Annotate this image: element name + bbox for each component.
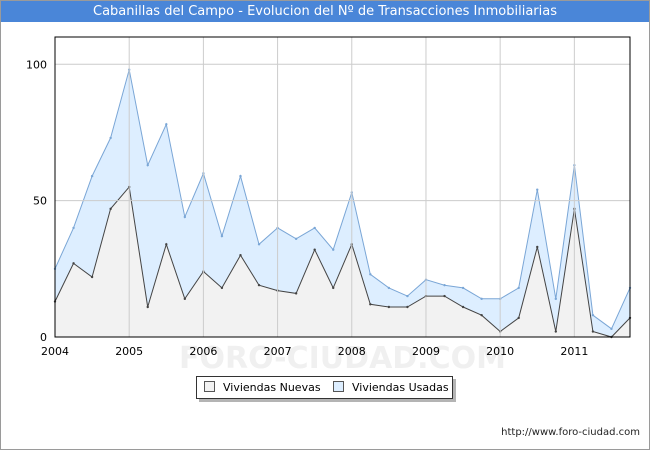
point-viviendas-nuevas [220, 286, 224, 290]
point-viviendas-nuevas [369, 303, 372, 306]
point-viviendas-nuevas [165, 243, 168, 246]
legend-label-nuevas: Viviendas Nuevas [223, 381, 321, 394]
point-viviendas-nuevas [443, 294, 446, 298]
y-tick-label: 50 [33, 195, 47, 208]
point-viviendas-usadas [406, 294, 409, 298]
point-viviendas-nuevas [183, 297, 187, 301]
x-tick-label: 2009 [412, 345, 440, 358]
point-viviendas-usadas [183, 215, 187, 219]
area-viviendas-nuevas [55, 187, 630, 337]
point-viviendas-nuevas [387, 305, 391, 309]
point-viviendas-usadas [517, 286, 520, 290]
point-viviendas-usadas [536, 188, 539, 191]
x-tick-label: 2004 [41, 345, 69, 358]
chart-legend: Viviendas Nuevas Viviendas Usadas [196, 376, 453, 399]
legend-item-usadas: Viviendas Usadas [333, 377, 449, 398]
legend-swatch-usadas [333, 381, 344, 392]
point-viviendas-usadas [461, 286, 465, 290]
point-viviendas-usadas [146, 163, 149, 167]
point-viviendas-usadas [294, 237, 298, 241]
point-viviendas-usadas [165, 123, 168, 126]
point-viviendas-usadas [387, 286, 391, 290]
plot-border [54, 36, 631, 338]
legend-swatch-nuevas [204, 381, 215, 392]
point-viviendas-usadas [554, 297, 558, 301]
point-viviendas-nuevas [146, 305, 149, 309]
point-viviendas-nuevas [591, 330, 595, 333]
x-tick-label: 2006 [189, 345, 217, 358]
point-viviendas-usadas [369, 273, 372, 276]
point-viviendas-usadas [443, 283, 446, 287]
point-viviendas-usadas [239, 174, 242, 178]
x-tick-label: 2007 [264, 345, 292, 358]
area-viviendas-usadas [55, 69, 630, 337]
legend-label-usadas: Viviendas Usadas [352, 381, 449, 394]
point-viviendas-nuevas [313, 248, 316, 251]
point-viviendas-nuevas [332, 286, 335, 290]
x-tick-label: 2005 [115, 345, 143, 358]
point-viviendas-usadas [591, 313, 595, 317]
point-viviendas-nuevas [554, 330, 558, 333]
point-viviendas-nuevas [461, 305, 465, 309]
point-viviendas-nuevas [480, 313, 483, 317]
chart-title: Cabanillas del Campo - Evolucion del Nº … [1, 1, 649, 22]
point-viviendas-nuevas [257, 283, 261, 287]
point-viviendas-usadas [332, 248, 335, 251]
point-viviendas-usadas [220, 234, 224, 238]
point-viviendas-nuevas [294, 292, 298, 295]
point-viviendas-usadas [480, 297, 483, 301]
line-viviendas-nuevas [54, 185, 631, 338]
point-viviendas-nuevas [109, 207, 112, 211]
point-viviendas-nuevas [239, 253, 242, 257]
line-viviendas-usadas [54, 69, 631, 330]
x-tick-label: 2010 [486, 345, 514, 358]
point-viviendas-usadas [257, 243, 261, 246]
point-viviendas-nuevas [406, 305, 409, 309]
legend-item-nuevas: Viviendas Nuevas [204, 377, 321, 398]
point-viviendas-usadas [109, 136, 112, 140]
point-viviendas-usadas [610, 327, 613, 331]
y-tick-label: 100 [26, 58, 47, 71]
point-viviendas-nuevas [90, 275, 94, 279]
watermark: FORO-CIUDAD.COM [179, 341, 506, 376]
y-tick-label: 0 [40, 331, 47, 344]
point-viviendas-usadas [313, 226, 316, 230]
point-viviendas-usadas [72, 226, 75, 230]
x-tick-label: 2011 [560, 345, 588, 358]
point-viviendas-nuevas [72, 262, 75, 265]
point-viviendas-nuevas [536, 245, 539, 249]
point-viviendas-nuevas [517, 316, 520, 320]
source-url: http://www.foro-ciudad.com [501, 427, 640, 438]
point-viviendas-usadas [90, 174, 94, 178]
x-tick-label: 2008 [338, 345, 366, 358]
